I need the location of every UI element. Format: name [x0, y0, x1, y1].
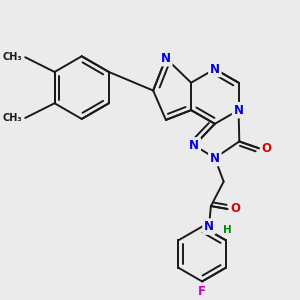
Text: N: N	[234, 103, 244, 117]
Text: N: N	[210, 62, 220, 76]
Text: F: F	[198, 285, 206, 298]
Text: CH₃: CH₃	[3, 52, 22, 62]
Text: N: N	[161, 52, 171, 65]
Text: CH₃: CH₃	[3, 113, 22, 123]
Text: N: N	[204, 220, 214, 233]
Text: N: N	[189, 139, 199, 152]
Text: O: O	[230, 202, 240, 215]
Text: N: N	[210, 152, 220, 165]
Text: O: O	[262, 142, 272, 155]
Text: H: H	[223, 224, 231, 235]
